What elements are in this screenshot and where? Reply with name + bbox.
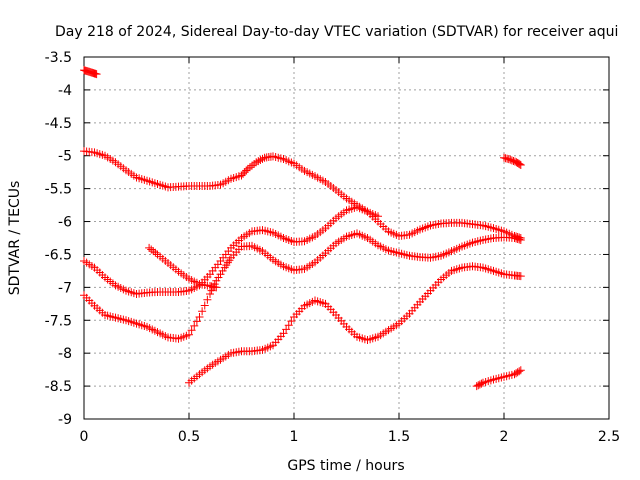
axis-ticks: [83, 56, 610, 420]
series-track-e: [145, 243, 221, 292]
data-point: [250, 159, 259, 168]
data-point: [190, 321, 199, 330]
x-axis-label: GPS time / hours: [287, 458, 404, 474]
data-point: [514, 159, 523, 168]
data-point: [218, 266, 227, 275]
series-track-b: [80, 147, 382, 221]
data-point: [516, 235, 525, 244]
x-tick-label: 0.5: [178, 429, 200, 445]
series-track-h: [472, 366, 525, 391]
data-point: [284, 321, 293, 330]
data-point: [248, 161, 256, 170]
data-point: [282, 325, 291, 334]
data-point: [203, 295, 212, 304]
data-point: [206, 289, 214, 298]
data-point: [187, 326, 196, 335]
data-points: [80, 66, 525, 391]
data-point: [212, 283, 221, 292]
data-point: [252, 158, 261, 167]
y-axis-label: SDTVAR / TECUs: [7, 181, 23, 296]
data-point: [149, 247, 158, 256]
x-tick-label: 2.5: [598, 429, 620, 445]
x-tick-labels: 0 0.5 1 1.5 2 2.5: [80, 429, 621, 445]
data-point: [198, 307, 207, 316]
data-point: [287, 317, 296, 326]
data-point: [147, 245, 156, 254]
x-tick-label: 1.5: [388, 429, 410, 445]
data-point: [256, 156, 265, 165]
x-tick-label: 1: [290, 429, 299, 445]
y-tick-label: -5.5: [45, 182, 72, 198]
y-tick-label: -6.5: [45, 247, 72, 263]
data-point: [279, 329, 288, 338]
plot-frame: [83, 56, 610, 420]
data-point: [516, 366, 525, 375]
chart-title: Day 218 of 2024, Sidereal Day-to-day VTE…: [55, 24, 618, 40]
data-point: [254, 157, 263, 166]
data-point: [516, 160, 525, 169]
y-tick-label: -8.5: [45, 379, 72, 395]
data-point: [477, 379, 486, 388]
y-tick-label: -5: [58, 149, 72, 165]
y-tick-labels: -3.5 -4 -4.5 -5 -5.5 -6 -6.5 -7 -7.5 -8 -8.5 -9: [45, 50, 72, 428]
series-track-f: [185, 262, 525, 387]
data-point: [92, 70, 101, 79]
series-track-d: [80, 229, 525, 343]
data-point: [151, 248, 160, 257]
data-point: [242, 166, 251, 175]
y-tick-label: -3.5: [45, 50, 72, 66]
data-point: [145, 243, 154, 252]
data-point: [243, 164, 252, 173]
x-tick-label: 2: [500, 429, 509, 445]
y-tick-label: -7.5: [45, 313, 72, 329]
data-point: [258, 154, 267, 163]
data-point: [245, 163, 254, 172]
x-tick-label: 0: [80, 429, 89, 445]
data-point: [185, 330, 193, 339]
data-point: [516, 272, 525, 281]
data-point: [515, 160, 524, 169]
series-track-g: [500, 153, 525, 169]
data-point: [192, 317, 201, 326]
data-point: [214, 273, 223, 282]
data-point: [195, 312, 204, 321]
data-point: [515, 367, 524, 376]
y-tick-label: -9: [58, 412, 72, 428]
y-tick-label: -4.5: [45, 116, 72, 132]
y-tick-label: -8: [58, 346, 72, 362]
y-tick-label: -4: [58, 83, 72, 99]
data-point: [216, 270, 225, 279]
y-tick-label: -6: [58, 215, 72, 231]
data-point: [200, 301, 209, 310]
y-tick-label: -7: [58, 280, 72, 296]
series-track-a: [80, 66, 101, 79]
series-track-c: [80, 203, 525, 298]
